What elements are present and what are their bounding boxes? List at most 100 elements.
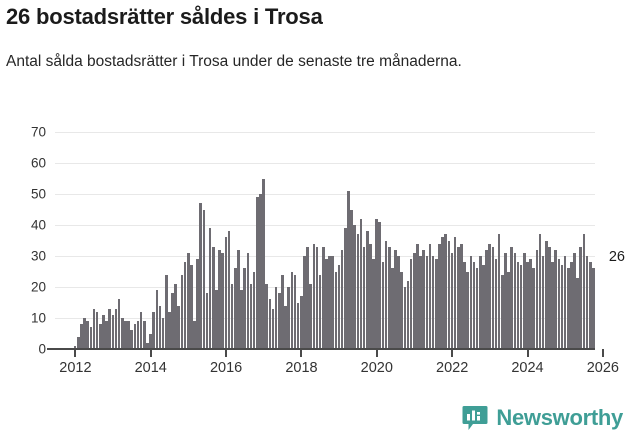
bar	[205, 293, 209, 349]
bar	[265, 283, 269, 349]
x-axis-tick	[526, 349, 529, 357]
bar	[507, 271, 510, 349]
bar	[139, 311, 143, 349]
bar	[431, 256, 435, 349]
bar	[482, 265, 485, 349]
bar	[391, 268, 394, 349]
bar	[98, 324, 102, 349]
bar	[252, 271, 256, 349]
bar	[576, 277, 579, 349]
bar	[570, 262, 573, 349]
bar	[243, 268, 247, 349]
bar	[224, 237, 228, 349]
bar	[453, 237, 457, 349]
x-axis-tick	[300, 349, 303, 357]
x-axis-tick	[225, 349, 228, 357]
bar	[466, 271, 470, 349]
bar-chart-speech-bubble-icon	[462, 405, 488, 431]
bar	[268, 299, 272, 349]
bar	[331, 256, 334, 349]
brand-name: Newsworthy	[496, 405, 623, 430]
y-axis-tick-label: 30	[30, 248, 46, 264]
bar	[114, 308, 118, 349]
bar	[554, 249, 557, 349]
bar	[80, 324, 83, 349]
bar	[428, 243, 432, 349]
bar	[457, 246, 460, 349]
bar	[130, 330, 133, 349]
bar	[403, 287, 407, 349]
bar	[516, 262, 520, 349]
page-title: 26 bostadsrätter såldes i Trosa	[6, 4, 323, 29]
bar	[149, 333, 152, 349]
bar	[585, 256, 589, 349]
bar	[124, 321, 127, 349]
bar	[325, 259, 328, 349]
bar	[271, 308, 275, 349]
x-axis-tick-label: 2020	[360, 360, 393, 376]
x-axis-tick	[74, 349, 77, 357]
bar	[259, 194, 262, 349]
bar	[108, 308, 111, 349]
bar	[227, 231, 231, 349]
bar	[158, 305, 162, 349]
bar-series	[55, 132, 595, 349]
bar	[532, 268, 535, 349]
bar	[425, 256, 429, 349]
bar	[406, 280, 410, 349]
bar	[221, 252, 225, 349]
bar	[306, 246, 309, 349]
bar	[86, 321, 89, 349]
gridline	[55, 194, 595, 195]
bar	[92, 308, 96, 349]
bar	[353, 225, 356, 349]
bar	[397, 256, 400, 349]
bar	[378, 221, 382, 349]
y-axis-tick-label: 10	[30, 310, 46, 326]
bar	[146, 342, 149, 349]
bar	[237, 249, 240, 349]
x-axis-tick	[375, 349, 378, 357]
bar	[274, 287, 278, 349]
y-axis-labels: 0 10 20 30 40 50 60 70	[0, 125, 46, 357]
bar	[284, 305, 287, 349]
bar	[381, 262, 385, 349]
bar	[303, 256, 306, 349]
bar	[177, 305, 181, 349]
bar	[463, 262, 466, 349]
bar	[526, 262, 529, 349]
bar	[102, 314, 105, 349]
bar	[362, 246, 366, 349]
bar	[164, 274, 168, 349]
bar	[309, 283, 312, 349]
bar	[168, 311, 171, 349]
x-axis-tick	[149, 349, 152, 357]
bar	[573, 252, 576, 349]
bar	[504, 252, 507, 349]
bar	[369, 243, 372, 349]
y-axis-tick-label: 60	[30, 155, 46, 171]
bar	[190, 265, 193, 349]
bar	[359, 218, 363, 349]
bar	[409, 259, 413, 349]
bar	[447, 240, 451, 349]
bar	[350, 209, 353, 349]
bar	[240, 290, 243, 349]
bar	[73, 345, 77, 349]
gridline	[55, 318, 595, 319]
bar	[343, 228, 347, 349]
bar	[460, 243, 463, 349]
bar	[180, 274, 184, 349]
bar	[287, 287, 290, 349]
gridline	[55, 256, 595, 257]
bar	[246, 252, 250, 349]
bar	[208, 228, 212, 349]
bar	[413, 252, 416, 349]
bar	[488, 243, 491, 349]
bar	[522, 252, 526, 349]
bar	[441, 237, 444, 349]
bar	[579, 246, 583, 349]
highlight-value-label: 26	[608, 249, 625, 266]
bar	[136, 321, 140, 349]
x-axis-tick-label: 2014	[134, 360, 167, 376]
